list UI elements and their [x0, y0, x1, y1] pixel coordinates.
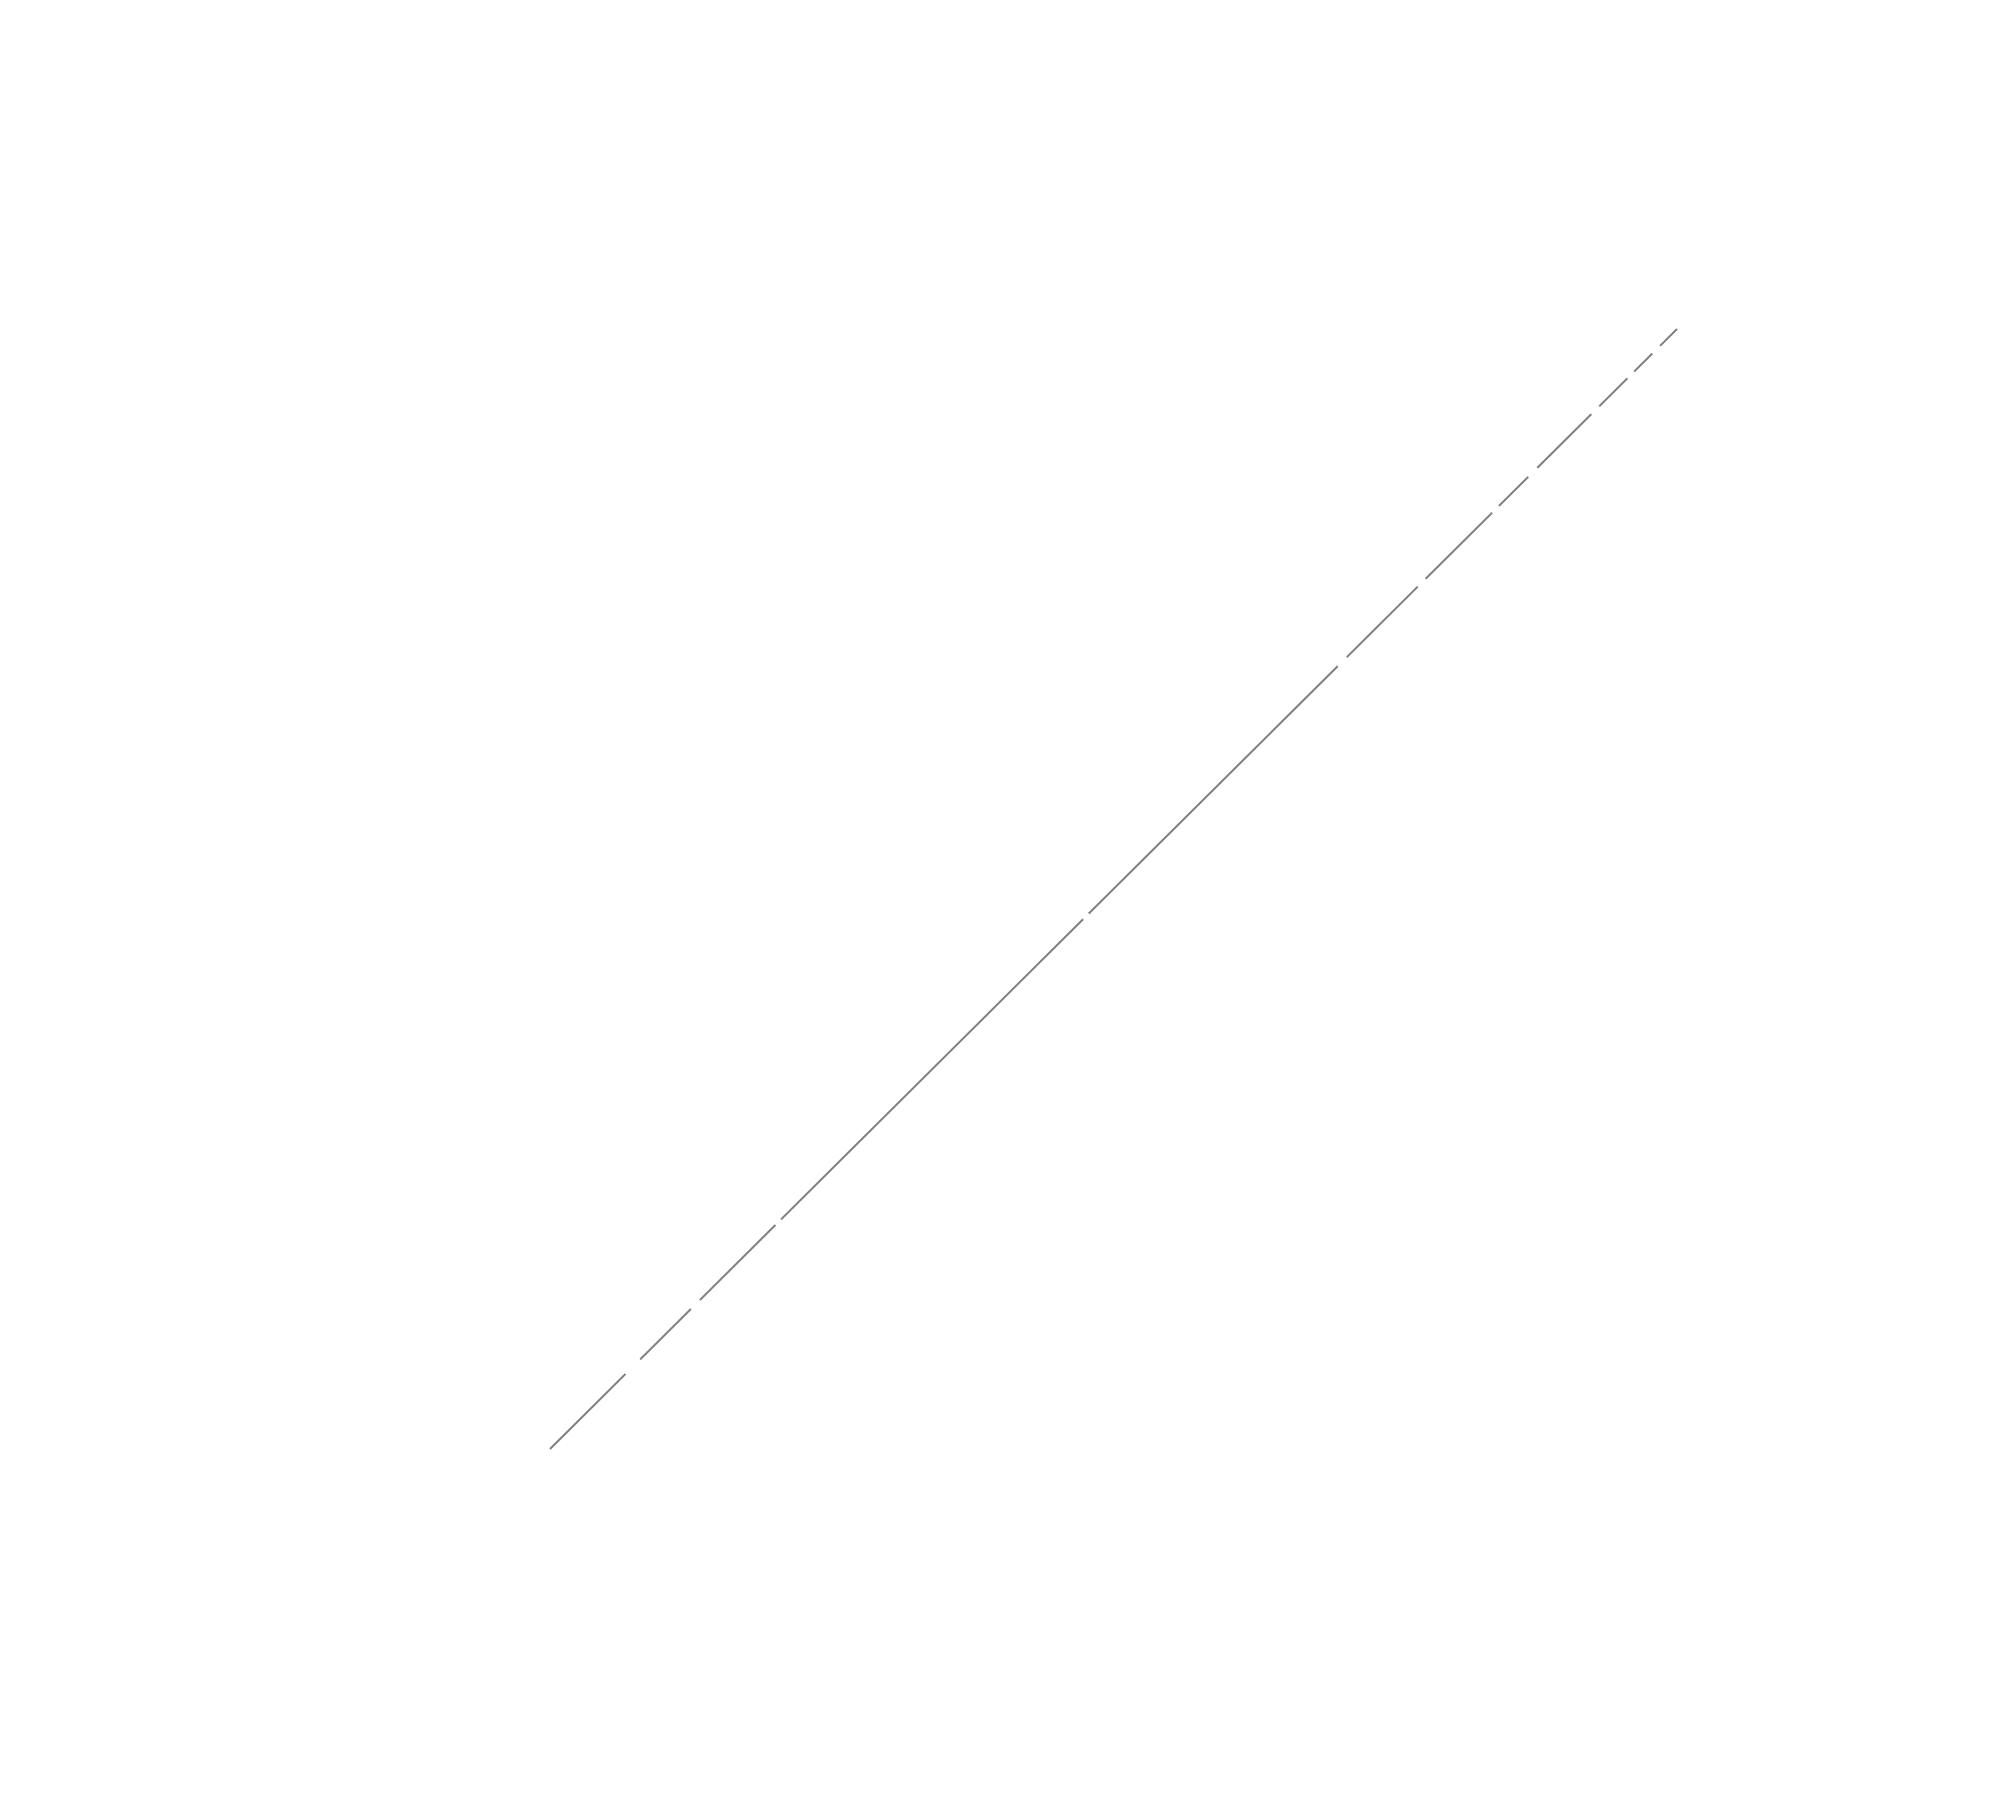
line-segment [1088, 665, 1339, 915]
line-segment [1424, 511, 1493, 580]
line-segment [549, 1373, 627, 1450]
line-segment [780, 918, 1084, 1221]
line-segment [699, 1224, 777, 1301]
line-segment [1346, 585, 1419, 658]
line-segment [1598, 377, 1629, 407]
line-segment [1498, 476, 1529, 507]
diagonal-dashed-line [549, 328, 1678, 1450]
line-segment [1536, 413, 1593, 469]
line-segment [1659, 328, 1678, 347]
line-segment [639, 1308, 692, 1361]
line-segment [1633, 352, 1653, 373]
